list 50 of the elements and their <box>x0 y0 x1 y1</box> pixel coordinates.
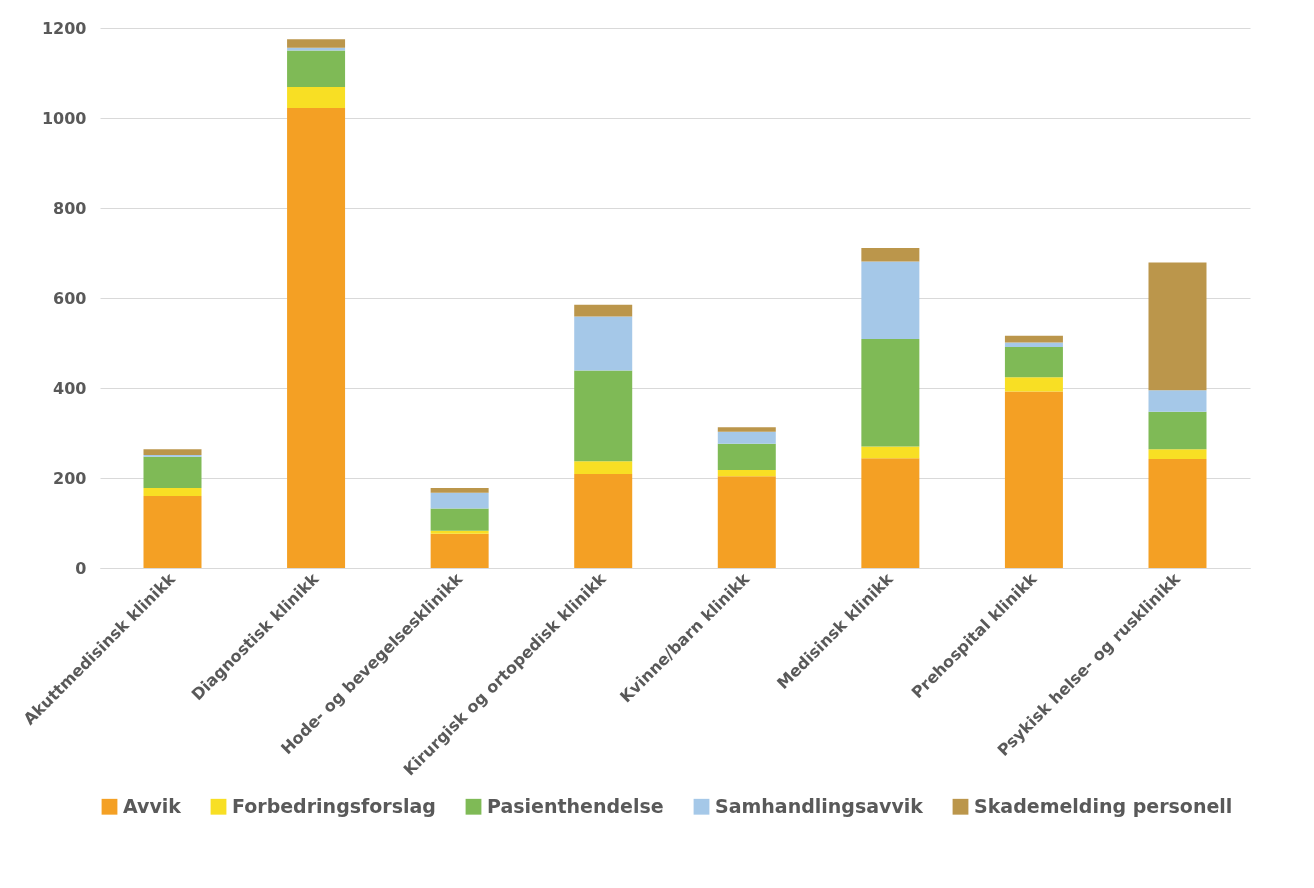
bar <box>430 530 489 534</box>
bar <box>1004 377 1063 392</box>
y-tick-label: 200 <box>53 468 87 488</box>
bar <box>861 458 920 568</box>
bar <box>861 248 920 262</box>
bar <box>574 461 633 474</box>
bar <box>430 487 489 493</box>
legend-label: Pasienthendelse <box>487 794 664 817</box>
bar <box>143 487 202 496</box>
y-tick-label: 800 <box>53 198 87 218</box>
bar <box>287 47 346 51</box>
y-tick-label: 600 <box>53 288 87 308</box>
y-tick-label: 1000 <box>41 108 87 128</box>
bar <box>574 473 633 568</box>
bar <box>1148 411 1207 450</box>
bar <box>287 50 346 87</box>
y-tick-label: 0 <box>75 558 87 578</box>
y-tick-label: 1200 <box>41 18 87 38</box>
bar <box>430 533 489 568</box>
bar <box>143 496 202 568</box>
bar <box>717 443 776 470</box>
bar <box>861 261 920 339</box>
legend-label: Forbedringsforslag <box>232 794 436 817</box>
bar <box>1148 459 1207 568</box>
bar <box>143 456 202 488</box>
bar <box>574 370 633 462</box>
bar <box>143 449 202 456</box>
bar <box>1148 262 1207 391</box>
bar <box>717 431 776 444</box>
bar <box>287 86 346 109</box>
bar <box>287 39 346 48</box>
bar <box>1148 390 1207 412</box>
bar <box>861 338 920 447</box>
bar <box>1004 391 1063 568</box>
bar <box>1004 347 1063 378</box>
bar <box>1148 449 1207 460</box>
bar <box>287 108 346 568</box>
bar <box>717 469 776 477</box>
bar <box>1004 335 1063 343</box>
legend-label: Avvik <box>123 794 182 817</box>
y-tick-label: 400 <box>53 378 87 398</box>
legend-label: Samhandlingsavvik <box>715 794 924 817</box>
bar <box>574 316 633 371</box>
bar <box>574 304 633 317</box>
bar <box>717 476 776 568</box>
bar <box>717 427 776 432</box>
bar <box>861 446 920 459</box>
bar <box>430 492 489 509</box>
legend-label: Skademelding personell <box>974 794 1233 817</box>
bar <box>430 508 489 531</box>
